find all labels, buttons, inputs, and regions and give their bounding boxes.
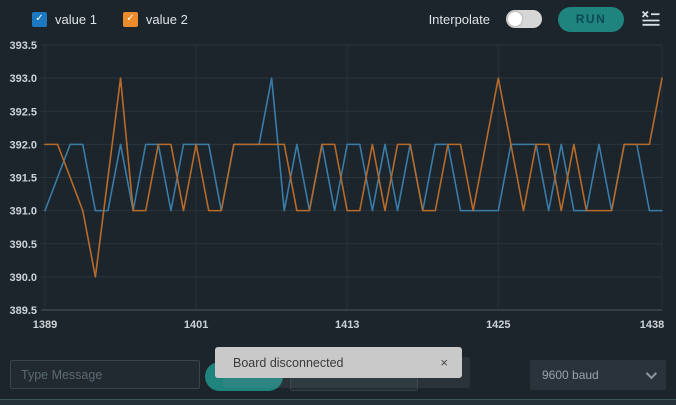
svg-text:1425: 1425 [486, 319, 510, 331]
toast-close-icon[interactable]: × [440, 355, 448, 370]
toolbar-controls: Interpolate RUN [428, 6, 662, 32]
toast-board-disconnected: Board disconnected × [215, 347, 462, 378]
legend-label: value 1 [55, 11, 97, 27]
plot: 389.5 390.0 390.5 391.0 391.5 392.0 392.5 393.0… [9, 40, 664, 331]
svg-text:1401: 1401 [184, 319, 208, 331]
interpolate-label: Interpolate [428, 11, 490, 27]
interpolate-toggle[interactable] [506, 10, 542, 28]
legend-label: value 2 [145, 11, 188, 27]
svg-text:393.5: 393.5 [9, 40, 37, 52]
clear-console-icon[interactable] [640, 9, 662, 29]
svg-text:389.5: 389.5 [9, 305, 37, 317]
message-input[interactable] [10, 360, 200, 389]
svg-text:392.5: 392.5 [9, 106, 37, 118]
bottom-strip [0, 399, 676, 405]
svg-text:390.0: 390.0 [9, 272, 37, 284]
svg-text:1438: 1438 [640, 319, 664, 331]
checkbox-icon: ✓ [122, 11, 138, 27]
svg-text:392.0: 392.0 [9, 139, 37, 151]
svg-text:1413: 1413 [335, 319, 359, 331]
toggle-knob [508, 12, 522, 26]
legend: ✓ value 1 ✓ value 2 [32, 11, 188, 27]
svg-text:391.0: 391.0 [9, 206, 37, 218]
toast-message: Board disconnected [233, 355, 344, 370]
chevron-down-icon [645, 367, 658, 380]
svg-text:390.5: 390.5 [9, 239, 37, 251]
series-checkbox-value-1[interactable]: ✓ value 1 [32, 11, 97, 27]
baud-select[interactable]: 9600 baud [530, 360, 666, 390]
baud-value: 9600 baud [542, 368, 599, 382]
top-toolbar: ✓ value 1 ✓ value 2 Interpolate RUN [0, 0, 676, 38]
svg-text:393.0: 393.0 [9, 73, 37, 85]
checkbox-icon: ✓ [32, 11, 47, 27]
svg-text:391.5: 391.5 [9, 173, 37, 185]
chart-area: 389.5 390.0 390.5 391.0 391.5 392.0 392.5 393.0… [0, 38, 676, 335]
svg-text:1389: 1389 [33, 319, 57, 331]
run-button[interactable]: RUN [558, 6, 624, 32]
series-checkbox-value-2[interactable]: ✓ value 2 [122, 11, 188, 27]
